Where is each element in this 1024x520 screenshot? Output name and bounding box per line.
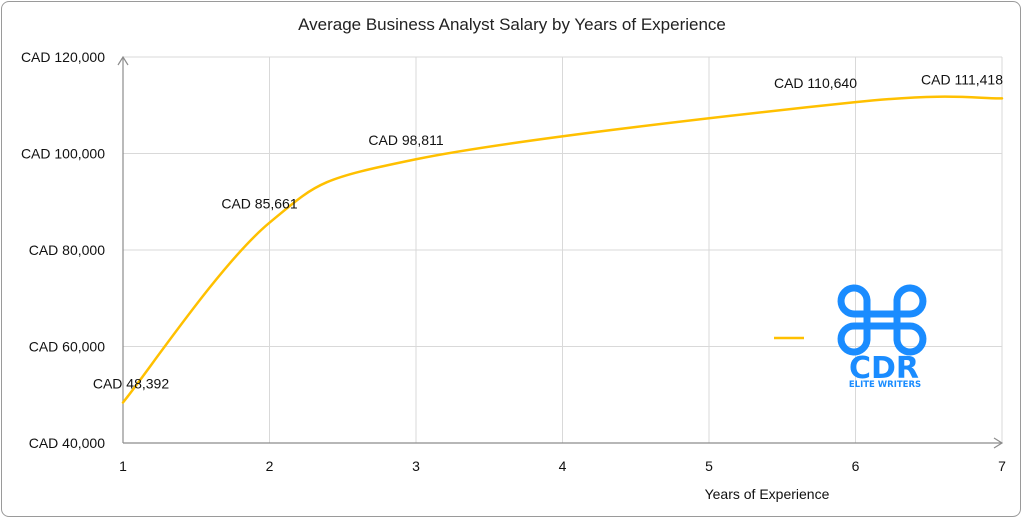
series-line: [121, 95, 1004, 404]
data-label: CAD 110,640: [774, 75, 857, 91]
y-axis-arrow: [117, 55, 129, 66]
cdr-logo: CDR ELITE WRITERS: [837, 284, 927, 390]
y-tick-label: CAD 80,000: [29, 242, 105, 258]
y-tick-label: CAD 40,000: [29, 435, 105, 451]
data-label: CAD 98,811: [368, 132, 443, 148]
gridlines: [123, 56, 1003, 443]
data-label: CAD 48,392: [93, 376, 169, 392]
y-tick-label: CAD 60,000: [29, 339, 105, 355]
axes: [117, 55, 1004, 449]
series-line-group: [121, 95, 1004, 404]
command-knot-icon: [837, 284, 927, 356]
y-tick-label: CAD 120,000: [21, 49, 105, 65]
data-label: CAD 85,661: [221, 196, 297, 212]
x-tick-label: 5: [705, 458, 713, 474]
chart-title: Average Business Analyst Salary by Years…: [298, 15, 726, 34]
x-axis-title: Years of Experience: [705, 486, 830, 502]
x-axis-arrow: [993, 437, 1004, 449]
y-tick-labels: CAD 40,000 CAD 60,000 CAD 80,000 CAD 100,00…: [21, 49, 105, 451]
logo-subtext: ELITE WRITERS: [849, 380, 921, 390]
x-tick-label: 6: [852, 458, 860, 474]
data-label: CAD 111,418: [921, 71, 1003, 87]
x-tick-label: 3: [412, 458, 420, 474]
x-tick-label: 1: [119, 458, 127, 474]
x-tick-label: 2: [266, 458, 274, 474]
data-labels: CAD 48,392 CAD 85,661 CAD 98,811 CAD 110,64…: [93, 71, 1003, 391]
x-tick-label: 4: [559, 458, 567, 474]
y-tick-label: CAD 100,000: [21, 146, 105, 162]
logo-text: CDR: [849, 351, 919, 386]
x-tick-labels: 1 2 3 4 5 6 7: [119, 458, 1006, 474]
x-tick-label: 7: [998, 458, 1006, 474]
